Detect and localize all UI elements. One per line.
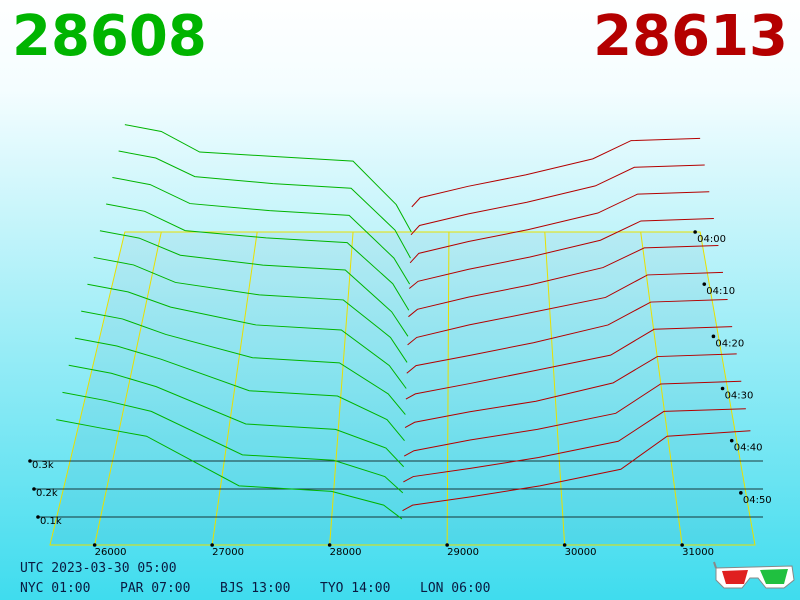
zone-clock: LON 06:00: [420, 581, 490, 596]
z-tick-label: 04:50: [743, 495, 772, 506]
bid-depth-line: [124, 124, 412, 233]
x-grid-line: [446, 231, 450, 546]
ask-price: 28613: [593, 4, 788, 69]
bid-depth-line: [93, 256, 408, 363]
y-tick-dot: [32, 487, 36, 491]
bid-depth-line: [112, 176, 411, 285]
z-tick-dot: [702, 282, 707, 286]
z-tick-label: 04:40: [734, 443, 763, 454]
ask-depth-line: [411, 137, 701, 208]
x-tick-label: 27000: [212, 547, 244, 558]
ask-depth-line: [405, 326, 733, 400]
zone-clock: BJS 13:00: [220, 581, 290, 596]
y-tick-dot: [28, 459, 32, 463]
zone-clock: PAR 07:00: [120, 581, 190, 596]
ask-depth-line: [403, 408, 746, 483]
y-tick-label: 0.3k: [32, 460, 54, 471]
bid-depth-line: [87, 283, 407, 389]
x-tick-dot: [445, 543, 449, 547]
x-tick-dot: [562, 543, 567, 547]
zone-clock: TYO 14:00: [320, 581, 390, 596]
x-tick-dot: [210, 543, 214, 547]
z-tick-label: 04:00: [697, 234, 726, 245]
bid-depth-line: [74, 337, 405, 441]
bid-depth-line: [106, 203, 410, 311]
ask-depth-line: [407, 271, 724, 346]
x-grid-line: [94, 231, 162, 546]
y-tick-label: 0.1k: [40, 516, 62, 527]
z-tick-dot: [711, 334, 716, 339]
z-tick-label: 04:10: [706, 286, 735, 297]
z-tick-dot: [720, 386, 725, 391]
floor: [49, 231, 756, 546]
x-grid-line: [211, 231, 258, 546]
ask-depth-line: [403, 380, 742, 457]
y-tick-dot: [36, 515, 40, 519]
ask-depth-line: [409, 191, 710, 264]
x-tick-label: 31000: [682, 547, 714, 558]
ask-depth-line: [408, 218, 714, 289]
3d-glasses-icon: [713, 561, 795, 589]
bid-depth-line: [118, 150, 411, 259]
utc-clock: UTC 2023-03-30 05:00: [20, 561, 177, 576]
bid-depth-line: [62, 391, 404, 494]
zone-clock: NYC 01:00: [20, 581, 90, 596]
x-tick-label: 28000: [330, 547, 362, 558]
ask-depth-line: [404, 353, 737, 428]
time-zones: NYC 01:00 PAR 07:00 BJS 13:00 TYO 14:00 LON …: [20, 581, 490, 596]
y-tick-label: 0.2k: [36, 488, 58, 499]
bid-depth-line: [99, 230, 409, 337]
x-tick-dot: [680, 543, 684, 547]
bid-depth-line: [56, 419, 403, 520]
ask-depth-line: [408, 244, 719, 318]
x-grid-line: [329, 231, 354, 546]
bid-depth-line: [81, 310, 406, 415]
x-grid-line: [544, 231, 566, 546]
x-grid-line: [640, 231, 683, 546]
x-tick-label: 26000: [95, 547, 127, 558]
z-tick-dot: [729, 438, 734, 443]
z-tick-dot: [693, 230, 697, 234]
x-tick-label: 30000: [565, 547, 597, 558]
ask-depth-line: [406, 299, 728, 374]
z-tick-label: 04:30: [725, 391, 754, 402]
ask-depth-line: [410, 164, 705, 236]
x-tick-dot: [327, 543, 332, 547]
z-tick-label: 04:20: [715, 338, 744, 349]
x-tick-dot: [92, 543, 97, 547]
plot-area: 26000 27000 28000 29000 30000 31000 0.1k 0.2k 0.…: [28, 124, 772, 558]
z-tick-dot: [739, 491, 743, 495]
ask-depth-line: [402, 430, 751, 512]
bid-depth-line: [68, 364, 405, 468]
x-tick-label: 29000: [447, 547, 479, 558]
bid-price: 28608: [12, 4, 207, 69]
